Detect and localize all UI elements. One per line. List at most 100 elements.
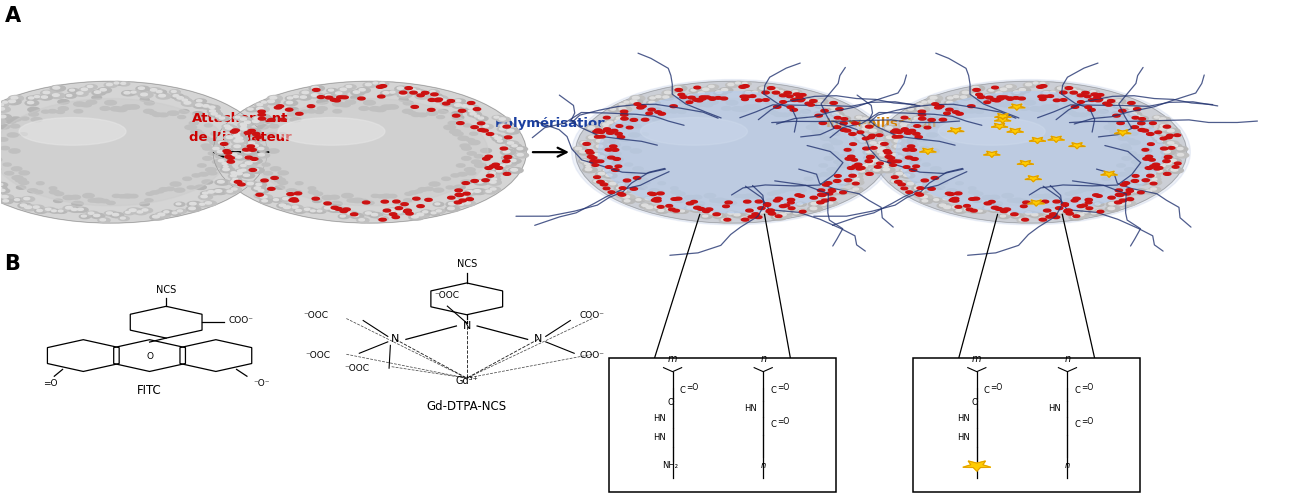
Circle shape bbox=[1172, 166, 1179, 168]
Circle shape bbox=[176, 203, 181, 205]
Text: HN: HN bbox=[653, 414, 666, 423]
Circle shape bbox=[227, 156, 235, 159]
Circle shape bbox=[1034, 107, 1046, 112]
Circle shape bbox=[1147, 132, 1153, 135]
Circle shape bbox=[885, 155, 893, 158]
Circle shape bbox=[1, 196, 8, 198]
Circle shape bbox=[140, 98, 149, 101]
Text: B: B bbox=[5, 254, 21, 274]
Circle shape bbox=[245, 128, 260, 134]
Circle shape bbox=[627, 99, 643, 105]
Circle shape bbox=[892, 160, 898, 162]
Circle shape bbox=[460, 144, 470, 148]
Circle shape bbox=[788, 207, 794, 210]
Circle shape bbox=[343, 208, 350, 211]
Circle shape bbox=[0, 195, 13, 200]
Circle shape bbox=[1142, 179, 1150, 182]
Circle shape bbox=[798, 195, 805, 197]
Circle shape bbox=[664, 96, 669, 98]
Circle shape bbox=[232, 129, 240, 132]
Circle shape bbox=[399, 91, 407, 94]
Circle shape bbox=[248, 129, 255, 132]
Text: n: n bbox=[761, 462, 766, 471]
Circle shape bbox=[1063, 110, 1073, 113]
Circle shape bbox=[295, 113, 303, 115]
Circle shape bbox=[1153, 167, 1160, 170]
Circle shape bbox=[806, 102, 813, 104]
Circle shape bbox=[866, 156, 871, 158]
Circle shape bbox=[748, 216, 754, 218]
Circle shape bbox=[1073, 90, 1086, 95]
Circle shape bbox=[607, 174, 612, 176]
Circle shape bbox=[455, 201, 461, 204]
Circle shape bbox=[802, 101, 818, 106]
Circle shape bbox=[1099, 99, 1111, 103]
Circle shape bbox=[658, 210, 664, 212]
Text: C: C bbox=[679, 386, 686, 395]
Circle shape bbox=[502, 161, 517, 166]
Polygon shape bbox=[947, 127, 964, 134]
Circle shape bbox=[862, 127, 868, 130]
Circle shape bbox=[271, 176, 281, 180]
Circle shape bbox=[573, 146, 587, 152]
Circle shape bbox=[744, 105, 756, 110]
Circle shape bbox=[246, 141, 259, 146]
Circle shape bbox=[654, 111, 661, 114]
Circle shape bbox=[850, 143, 857, 145]
Circle shape bbox=[757, 86, 771, 91]
Circle shape bbox=[295, 210, 301, 212]
Circle shape bbox=[969, 93, 984, 99]
Circle shape bbox=[58, 100, 69, 104]
Circle shape bbox=[801, 110, 810, 114]
Circle shape bbox=[258, 153, 264, 156]
Circle shape bbox=[1060, 99, 1067, 101]
Circle shape bbox=[1118, 172, 1128, 176]
Circle shape bbox=[334, 208, 342, 210]
Circle shape bbox=[1072, 113, 1081, 117]
Circle shape bbox=[579, 150, 587, 153]
Circle shape bbox=[779, 213, 787, 216]
Circle shape bbox=[977, 107, 988, 111]
Circle shape bbox=[52, 210, 56, 212]
Circle shape bbox=[806, 125, 818, 129]
Circle shape bbox=[954, 96, 959, 98]
Circle shape bbox=[468, 112, 481, 117]
Ellipse shape bbox=[279, 118, 385, 145]
Circle shape bbox=[791, 99, 798, 102]
Circle shape bbox=[1120, 184, 1128, 186]
Circle shape bbox=[241, 173, 254, 178]
Circle shape bbox=[693, 86, 701, 89]
Circle shape bbox=[179, 110, 189, 114]
Circle shape bbox=[308, 190, 319, 194]
Circle shape bbox=[617, 192, 623, 195]
Circle shape bbox=[1122, 156, 1131, 160]
Circle shape bbox=[827, 190, 841, 195]
Circle shape bbox=[215, 163, 227, 167]
Circle shape bbox=[651, 113, 660, 116]
Circle shape bbox=[973, 89, 980, 91]
Circle shape bbox=[249, 143, 258, 146]
Circle shape bbox=[946, 96, 958, 101]
Circle shape bbox=[1048, 91, 1059, 95]
Circle shape bbox=[210, 146, 224, 152]
Circle shape bbox=[1050, 213, 1058, 216]
Ellipse shape bbox=[614, 99, 850, 206]
Circle shape bbox=[862, 137, 870, 140]
Circle shape bbox=[442, 102, 450, 105]
Circle shape bbox=[687, 207, 693, 209]
Circle shape bbox=[824, 156, 833, 160]
Circle shape bbox=[787, 106, 794, 109]
Circle shape bbox=[1082, 92, 1089, 94]
Circle shape bbox=[372, 214, 377, 216]
Circle shape bbox=[460, 191, 472, 196]
Circle shape bbox=[244, 155, 253, 159]
Circle shape bbox=[194, 99, 206, 104]
Circle shape bbox=[867, 155, 875, 158]
Circle shape bbox=[578, 159, 591, 164]
Circle shape bbox=[39, 95, 52, 100]
Circle shape bbox=[170, 182, 181, 186]
Circle shape bbox=[1001, 215, 1006, 217]
Circle shape bbox=[912, 132, 920, 135]
Circle shape bbox=[223, 166, 228, 167]
Circle shape bbox=[244, 174, 250, 176]
